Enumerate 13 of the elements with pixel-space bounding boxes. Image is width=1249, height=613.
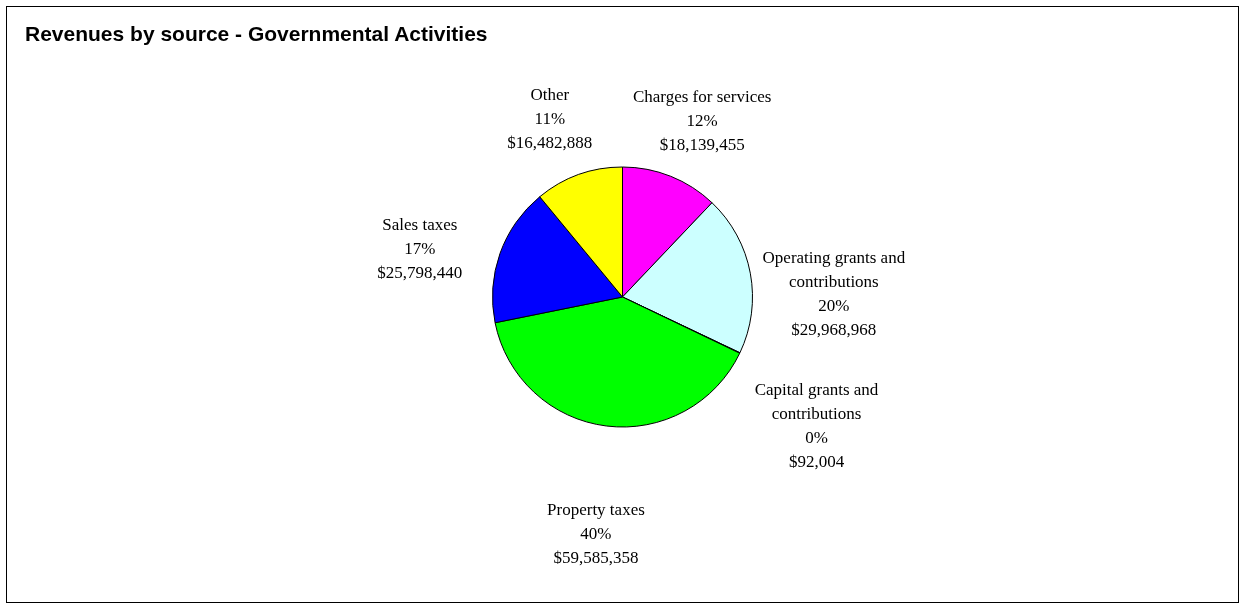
data-label: 40% $59,585,358 xyxy=(553,524,639,568)
slice-label: Capital grants and contributions xyxy=(754,379,879,423)
data-label: 11% $16,482,888 xyxy=(507,108,593,152)
slice-label: Operating grants and contributions xyxy=(762,247,906,291)
data-label: 20% $29,968,968 xyxy=(791,295,877,339)
data-label: 0% $92,004 xyxy=(788,427,845,471)
chart-title: Revenues by source - Governmental Activities xyxy=(25,22,488,45)
slice-label: Other xyxy=(530,84,570,104)
slice-label: Charges for services xyxy=(632,87,772,107)
data-label: 17% $25,798,440 xyxy=(377,239,463,283)
slice-label: Property taxes xyxy=(547,500,645,520)
slice-label: Sales taxes xyxy=(382,215,458,235)
data-label: 12% $18,139,455 xyxy=(659,111,745,155)
